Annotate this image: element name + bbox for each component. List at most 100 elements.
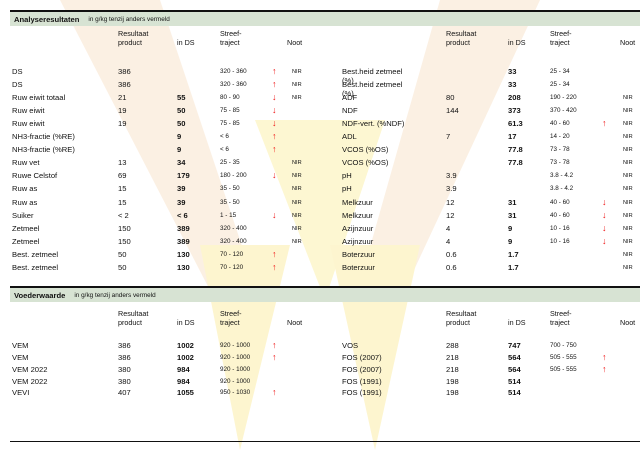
header-traject: traject: [220, 37, 240, 47]
product-value: 218: [446, 352, 459, 362]
target-range: 320 - 360: [220, 81, 247, 89]
parameter-name: Melkzuur: [342, 197, 373, 207]
table-row: VEM 386 1002 920 - 1000 ↑ VOS 288 747 700 - 750: [0, 340, 640, 352]
table-row: Ruw as 15 39 35 - 50 NIR Melkzuur 12 31 40 - 60 ↓…: [0, 196, 640, 209]
ds-value: 9: [508, 236, 513, 246]
note-label: NIR: [623, 186, 633, 193]
header-streef: Streef-: [550, 309, 572, 318]
parameter-name: VCOS (%OS): [342, 158, 389, 168]
ds-value: 514: [508, 388, 521, 398]
note-label: NIR: [623, 160, 633, 167]
ds-value: 34: [177, 158, 186, 168]
deviation-arrow-icon: ↓: [272, 118, 277, 129]
header-resultaat: Resultaat: [118, 309, 149, 318]
header-traject: traject: [220, 317, 240, 327]
target-range: 75 - 85: [220, 120, 240, 128]
parameter-name: ADL: [342, 132, 357, 142]
col-header-product: Resultaat product: [118, 29, 148, 47]
ds-value: 55: [177, 93, 186, 103]
target-range: 505 - 555: [550, 365, 577, 373]
target-range: 10 - 16: [550, 224, 570, 232]
analysis-subtitle: in g/kg tenzij anders vermeld: [88, 15, 170, 23]
table-row: Best. zetmeel 50 130 70 - 120 ↑ Boterzuur 0.6 1…: [0, 249, 640, 261]
parameter-name: FOS (1991): [342, 388, 382, 398]
note-label: NIR: [292, 186, 302, 193]
deviation-arrow-icon: ↑: [602, 118, 607, 129]
target-range: 73 - 78: [550, 159, 570, 167]
header-product: product: [446, 37, 470, 47]
ds-value: 130: [177, 249, 190, 259]
target-range: 40 - 60: [550, 120, 570, 128]
deviation-arrow-icon: ↓: [602, 196, 607, 207]
table-row: Ruw as 15 39 35 - 50 NIR pH 3.9 3.8 - 4.2 NIR: [0, 184, 640, 195]
table-row: Best. zetmeel 50 130 70 - 120 ↑ Boterzuur 0.6 1…: [0, 262, 640, 274]
product-value: 0.6: [446, 249, 457, 259]
table-row: Ruw vet 13 34 25 - 35 NIR VCOS (%OS) 77.8 73 - …: [0, 158, 640, 169]
parameter-name: Ruw eiwit: [12, 106, 45, 116]
target-range: 75 - 85: [220, 107, 240, 115]
parameter-name-continued: (%): [342, 89, 354, 99]
table-row: Ruw eiwit 19 50 75 - 85 ↓ NDF 144 373 370 - 420 N…: [0, 105, 640, 117]
col-header-noot-right: Noot: [620, 37, 636, 47]
feed-section-header: Voederwaarde in g/kg tenzij anders verme…: [10, 286, 640, 302]
product-value: 13: [118, 158, 127, 168]
parameter-name: VEM 2022: [12, 364, 48, 374]
feed-subtitle: in g/kg tenzij anders vermeld: [74, 291, 156, 299]
target-range: < 6: [220, 133, 229, 141]
ds-value: 39: [177, 184, 186, 194]
parameter-name: VEVI: [12, 388, 30, 398]
product-value: 15: [118, 197, 127, 207]
ds-value: 179: [177, 171, 190, 181]
target-range: 920 - 1000: [220, 353, 251, 361]
product-value: 0.6: [446, 262, 457, 272]
col-header-inds: in DS: [177, 37, 195, 47]
ds-value: 31: [508, 197, 517, 207]
feed-col-header-noot: Noot: [287, 317, 303, 327]
target-range: 920 - 1000: [220, 365, 251, 373]
product-value: 150: [118, 236, 131, 246]
deviation-arrow-icon: ↑: [272, 351, 277, 362]
target-range: 700 - 750: [550, 342, 577, 349]
note-label: NIR: [623, 108, 633, 115]
parameter-name: VEM 2022: [12, 376, 48, 386]
table-row: VEM 2022 380 984 920 - 1000 FOS (2007) 218 564…: [0, 364, 640, 376]
parameter-name: Ruwe Celstof: [12, 171, 58, 181]
product-value: 12: [446, 210, 455, 220]
feed-col-header-noot-right: Noot: [620, 317, 636, 327]
table-row: DS 386 320 - 360 ↑ NIR Best.heid zetmeel (%) 33…: [0, 79, 640, 98]
product-value: 407: [118, 388, 131, 398]
parameter-name-continued: (%): [342, 76, 354, 85]
product-value: 80: [446, 93, 455, 103]
deviation-arrow-icon: ↑: [272, 340, 277, 350]
product-value: 69: [118, 171, 127, 181]
note-label: NIR: [292, 173, 302, 180]
col-header-streef: Streef- traject: [220, 29, 242, 47]
feed-title: Voederwaarde: [14, 290, 66, 300]
feed-col-header-product: Resultaat product: [118, 309, 149, 327]
parameter-name: Melkzuur: [342, 210, 373, 220]
ds-value: < 6: [177, 210, 188, 220]
product-value: 50: [118, 249, 127, 259]
note-label: NIR: [623, 238, 633, 245]
parameter-name: Ruw as: [12, 184, 38, 194]
product-value: 12: [446, 197, 455, 207]
parameter-name: Ruw vet: [12, 158, 40, 168]
product-value: 380: [118, 364, 131, 374]
parameter-name: Ruw eiwit totaal: [12, 93, 66, 103]
parameter-name: NDF: [342, 106, 358, 116]
product-value: 380: [118, 376, 131, 386]
target-range: 505 - 555: [550, 353, 577, 361]
ds-value: 1002: [177, 341, 194, 350]
table-row: Zetmeel 150 389 320 - 400 NIR Azijnzuur 4 9 10 -…: [0, 222, 640, 235]
note-label: NIR: [623, 212, 633, 219]
deviation-arrow-icon: ↓: [602, 222, 607, 233]
ds-value: 77.8: [508, 158, 523, 168]
product-value: 288: [446, 341, 459, 350]
deviation-arrow-icon: ↑: [602, 351, 607, 362]
deviation-arrow-icon: ↑: [272, 79, 277, 90]
feed-col-header-streef-right: Streef- traject: [550, 309, 572, 327]
deviation-arrow-icon: ↑: [272, 144, 277, 155]
target-range: 320 - 400: [220, 224, 247, 232]
target-range: 70 - 120: [220, 250, 244, 258]
ds-value: 9: [177, 145, 182, 155]
